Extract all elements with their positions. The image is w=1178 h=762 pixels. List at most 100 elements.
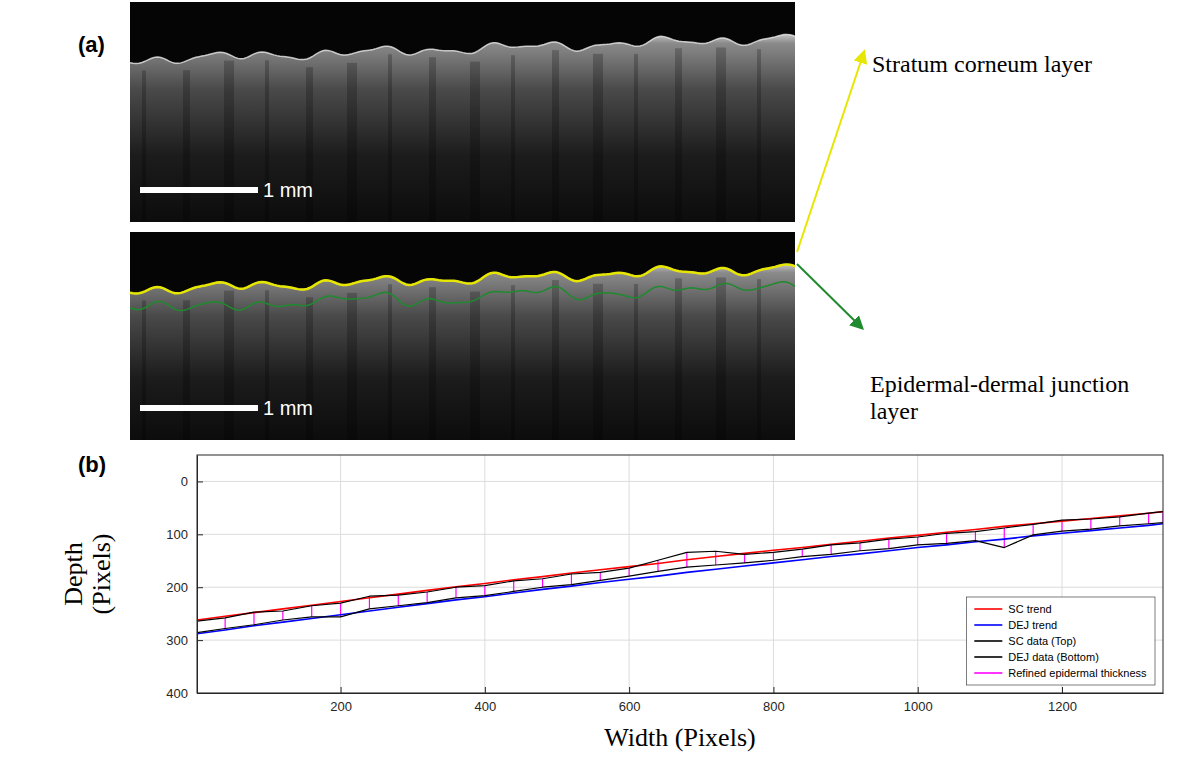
surface-highlight	[130, 264, 795, 293]
grid-line-x	[773, 455, 774, 693]
legend-label: DEJ trend	[1008, 619, 1057, 631]
thickness-segment	[1090, 519, 1091, 529]
shadow-streak	[675, 48, 682, 222]
legend-swatch	[974, 624, 1002, 626]
x-tick-mark	[341, 687, 342, 693]
thickness-segment	[600, 572, 601, 580]
thickness-segment	[427, 592, 428, 603]
oct-image	[130, 2, 795, 222]
y-tick: 100	[166, 527, 203, 542]
annotation-label: Epidermal-dermal junctionlayer	[870, 371, 1129, 424]
x-tick-label: 800	[763, 699, 785, 714]
annotation-line: Epidermal-dermal junction	[870, 371, 1129, 397]
shadow-streak	[183, 70, 190, 222]
x-tick: 200	[330, 687, 352, 714]
grid-line-x	[629, 455, 630, 693]
thickness-segment	[513, 581, 514, 592]
surface-highlight	[130, 34, 795, 63]
x-axis-title: Width (Pixels)	[604, 723, 755, 752]
shadow-streak	[347, 293, 357, 440]
legend-label: SC data (Top)	[1008, 635, 1076, 647]
annotation-arrow	[797, 264, 862, 328]
panel-label: (b)	[78, 452, 106, 477]
legend-label: DEJ data (Bottom)	[1008, 651, 1098, 663]
y-axis-line	[197, 456, 198, 694]
plot-frame	[197, 455, 1163, 693]
y-axis-title: Depth(Pixels)	[59, 534, 116, 615]
dej-boundary	[130, 282, 795, 311]
thickness-segment	[282, 611, 283, 620]
oct-image	[130, 232, 795, 440]
series-line	[197, 512, 1163, 621]
plot-background	[197, 455, 1163, 693]
annotation-label: Stratum corneum layer	[872, 51, 1092, 77]
shadow-streak	[224, 61, 234, 222]
shadow-streak	[224, 291, 234, 440]
y-axis-title-line: Depth	[59, 542, 88, 606]
grid-line-x	[917, 455, 918, 693]
x-tick-label: 1000	[904, 699, 933, 714]
y-tick-label: 300	[166, 633, 188, 648]
x-tick-mark	[485, 687, 486, 693]
thickness-segment	[831, 545, 832, 555]
y-tick: 300	[166, 633, 203, 648]
thickness-segment	[859, 543, 860, 551]
sc-boundary	[130, 264, 795, 293]
shadow-streak	[142, 300, 146, 440]
x-tick: 600	[619, 687, 641, 714]
shadow-streak	[716, 47, 726, 222]
figure: (a)(b)1 mm1 mmStratum corneum layerEpide…	[0, 0, 1178, 762]
thickness-segment	[1004, 528, 1005, 548]
legend-swatch	[974, 672, 1002, 674]
shadow-streak	[470, 292, 480, 440]
x-tick-mark	[773, 687, 774, 693]
thickness-segment	[253, 612, 254, 625]
y-tick-mark	[197, 693, 203, 694]
x-tick: 800	[763, 687, 785, 714]
panel-label: (a)	[78, 32, 105, 57]
x-tick-mark	[918, 687, 919, 693]
shadow-streak	[757, 49, 761, 222]
x-tick-mark	[629, 687, 630, 693]
shadow-streak	[593, 284, 603, 440]
thickness-segment	[311, 606, 312, 617]
shadow-streak	[142, 70, 146, 222]
shadow-streak	[634, 284, 638, 440]
shadow-streak	[429, 57, 436, 222]
thickness-segment	[946, 533, 947, 543]
thickness-segment	[744, 554, 745, 562]
thickness-segment	[542, 579, 543, 587]
y-axis: 0100200300400	[166, 456, 203, 701]
shadow-streak	[347, 63, 357, 222]
thickness-segment	[773, 552, 774, 560]
x-tick: 1000	[904, 687, 933, 714]
grid-line-y	[197, 587, 1163, 588]
x-tick: 1200	[1048, 687, 1077, 714]
thickness-segment	[715, 551, 716, 565]
y-tick-label: 100	[166, 527, 188, 542]
legend: SC trend DEJ trend SC data (Top) DEJ data (…	[966, 597, 1155, 685]
legend-label: SC trend	[1008, 603, 1051, 615]
shadow-streak	[675, 278, 682, 440]
grid-line-y	[197, 534, 1163, 535]
scale-bar-label: 1 mm	[263, 397, 313, 419]
x-tick-label: 1200	[1048, 699, 1077, 714]
thickness-segment	[484, 586, 485, 596]
shadow-streak	[388, 284, 392, 440]
shadow-streak	[511, 55, 515, 222]
annotation-arrow	[797, 52, 864, 252]
thickness-segment	[629, 568, 630, 576]
y-tick: 200	[166, 580, 203, 595]
x-tick-label: 600	[619, 699, 641, 714]
grid-line-y	[197, 481, 1163, 482]
shadow-streak	[757, 279, 761, 440]
grid-line-x	[484, 455, 485, 693]
thickness-segment	[398, 595, 399, 606]
shadow-streak	[388, 54, 392, 222]
legend-swatch	[974, 656, 1002, 658]
shadow-streak	[593, 54, 603, 222]
shadow-streak	[429, 287, 436, 440]
grid-line-x	[340, 455, 341, 693]
y-tick-mark	[197, 481, 203, 482]
thickness-segment	[657, 560, 658, 571]
